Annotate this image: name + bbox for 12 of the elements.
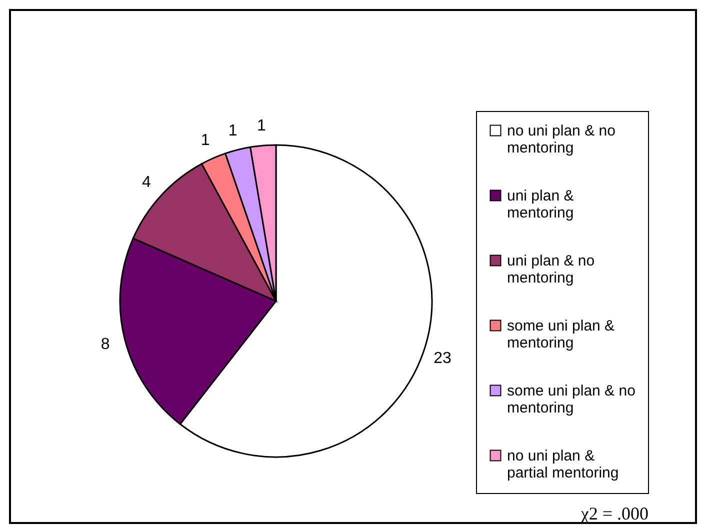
data-label: 1	[228, 122, 238, 140]
data-label: 1	[200, 132, 210, 149]
data-label: 23	[434, 350, 452, 368]
data-label: 8	[100, 336, 110, 354]
data-label: 4	[142, 174, 152, 191]
legend-label: no uni plan & partial mentoring	[507, 448, 619, 482]
legend-label: no uni plan & no mentoring	[507, 122, 616, 156]
legend-label: uni plan & mentoring	[507, 188, 574, 222]
legend-label: uni plan & no mentoring	[507, 252, 595, 286]
legend-label: some uni plan & mentoring	[507, 318, 615, 352]
data-label: 1	[257, 118, 266, 135]
legend-label: some uni plan & no mentoring	[507, 382, 636, 416]
